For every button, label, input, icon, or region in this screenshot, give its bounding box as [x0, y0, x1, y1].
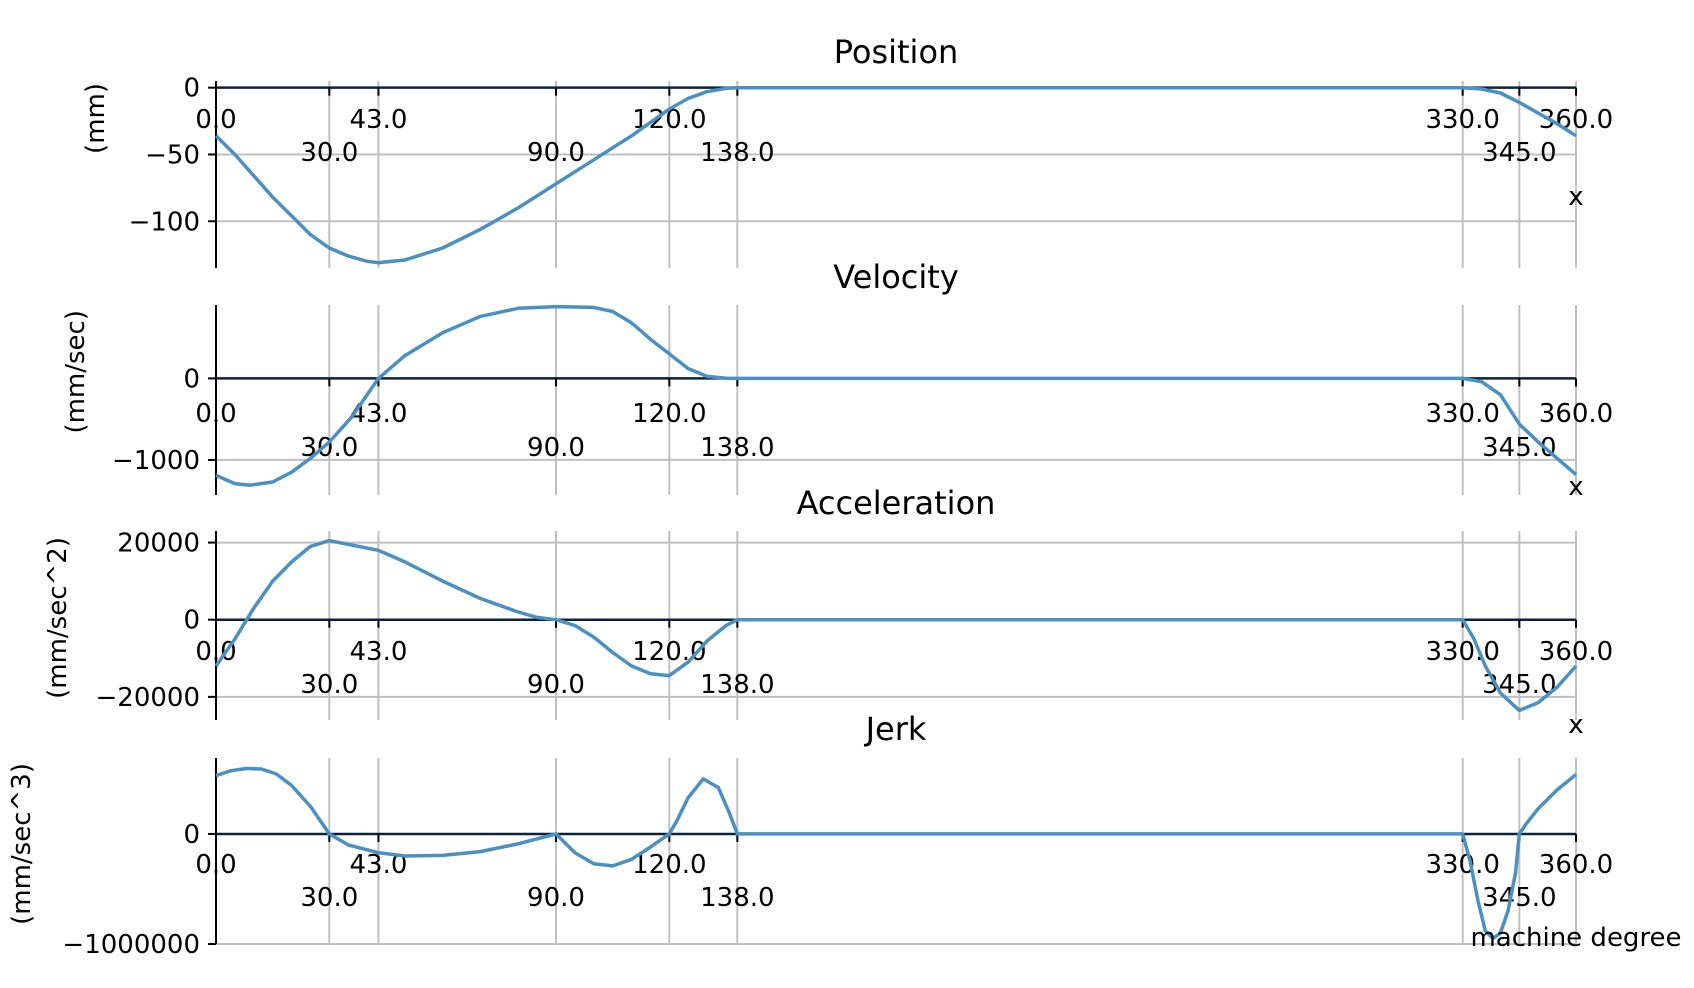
x-tick-label: 360.0: [1539, 850, 1613, 880]
y-tick-label: −1000000: [62, 930, 200, 960]
y-axis-label: (mm/sec^2): [43, 537, 73, 699]
y-tick-label: 20000: [117, 529, 200, 559]
x-tick-label: 138.0: [700, 883, 774, 913]
panel-title: Velocity: [833, 258, 959, 296]
panel-title: Acceleration: [797, 484, 996, 522]
y-axis-label: (mm/sec^3): [7, 763, 37, 925]
x-axis-label: machine degree: [1470, 923, 1681, 953]
panel-velocity: 0−10000.030.043.090.0120.0138.0330.0345.…: [61, 258, 1613, 502]
x-axis-label: x: [1568, 710, 1583, 740]
series-line: [215, 766, 1578, 941]
x-tick-label: 120.0: [632, 399, 706, 429]
x-tick-label: 120.0: [632, 637, 706, 667]
series-line: [215, 304, 1578, 487]
x-tick-label: 138.0: [700, 670, 774, 700]
x-tick-label: 0.0: [195, 399, 236, 429]
x-tick-label: 43.0: [349, 637, 407, 667]
x-tick-label: 43.0: [349, 105, 407, 135]
y-tick-label: −50: [145, 140, 200, 170]
panel-position: 0−50−1000.030.043.090.0120.0138.0330.034…: [81, 33, 1613, 268]
x-tick-label: 0.0: [195, 850, 236, 880]
x-tick-label: 30.0: [300, 670, 358, 700]
x-tick-label: 360.0: [1539, 399, 1613, 429]
y-tick-label: −1000: [112, 446, 200, 476]
y-axis-label: (mm/sec): [61, 310, 91, 434]
x-tick-label: 345.0: [1482, 138, 1556, 168]
x-tick-label: 90.0: [527, 433, 585, 463]
y-tick-label: 0: [183, 74, 200, 104]
y-tick-label: −100: [129, 207, 200, 237]
x-tick-label: 90.0: [527, 670, 585, 700]
x-tick-label: 330.0: [1425, 850, 1499, 880]
y-tick-label: 0: [183, 820, 200, 850]
panel-title: Jerk: [864, 710, 927, 748]
x-tick-label: 120.0: [632, 850, 706, 880]
x-tick-label: 0.0: [195, 105, 236, 135]
y-tick-label: −20000: [96, 683, 201, 713]
x-tick-label: 330.0: [1425, 637, 1499, 667]
x-tick-label: 30.0: [300, 138, 358, 168]
series-line: [214, 85, 1577, 265]
y-tick-label: 0: [183, 606, 200, 636]
x-tick-label: 360.0: [1539, 637, 1613, 667]
x-tick-label: 90.0: [527, 138, 585, 168]
series-line: [214, 538, 1578, 713]
x-tick-label: 138.0: [700, 433, 774, 463]
x-tick-label: 330.0: [1425, 105, 1499, 135]
y-axis-label: (mm): [81, 83, 111, 154]
x-tick-label: 43.0: [349, 399, 407, 429]
x-tick-label: 30.0: [300, 883, 358, 913]
y-tick-label: 0: [183, 364, 200, 394]
x-tick-label: 330.0: [1425, 399, 1499, 429]
x-tick-label: 138.0: [700, 138, 774, 168]
x-tick-label: 0.0: [195, 637, 236, 667]
panel-jerk: 0−10000000.030.043.090.0120.0138.0330.03…: [7, 710, 1682, 960]
x-tick-label: 345.0: [1482, 883, 1556, 913]
x-axis-label: x: [1568, 182, 1583, 212]
panel-title: Position: [834, 33, 959, 71]
x-axis-label: x: [1568, 472, 1583, 502]
x-tick-label: 90.0: [527, 883, 585, 913]
